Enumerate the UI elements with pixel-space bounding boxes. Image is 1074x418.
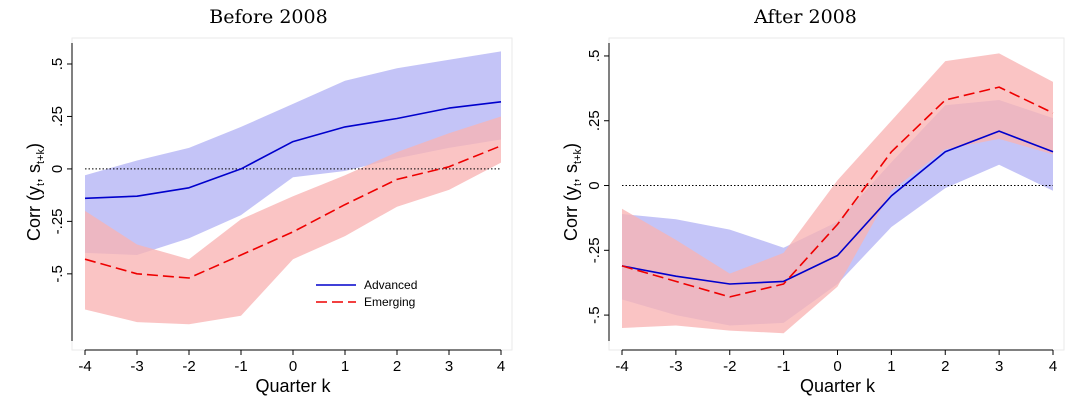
series-line-emerging [84,145,502,279]
series-line-advanced [84,101,502,200]
x-axis-title: Quarter k [255,376,331,396]
chart-title: After 2008 [754,6,857,28]
x-tick-label: 4 [497,358,505,375]
confidence-band-advanced [85,51,501,256]
x-tick-label: -1 [234,358,247,375]
y-tick-label: .5 [586,50,603,63]
y-tick-label: .25 [586,110,603,131]
x-tick-label: -3 [130,358,143,375]
x-tick-label: -4 [78,358,91,375]
y-tick-label: -.25 [586,237,603,263]
x-tick-label: -2 [723,358,736,375]
chart-panel-before-2008: Before 2008 -.5 -.25 0 .25 .5 -4 -3 -2 -1 0 1 2 3 4 Qu… [24,6,513,396]
y-tick-label: .25 [49,106,66,127]
y-axis-title: Corr (yt, st+k) [24,143,47,241]
x-tick-label: 0 [289,358,297,375]
x-tick-label: 3 [445,358,453,375]
x-tick-label: 1 [341,358,349,375]
x-tick-label: 2 [393,358,401,375]
legend-label-advanced: Advanced [364,278,417,292]
x-axis-title: Quarter k [800,376,876,396]
y-tick-label: 0 [49,165,66,173]
x-tick-label: 1 [887,358,895,375]
x-tick-label: 3 [995,358,1003,375]
x-tick-label: -2 [182,358,195,375]
x-tick-label: 2 [941,358,949,375]
x-tick-label: 4 [1049,358,1057,375]
chart-legend: Advanced Emerging [316,278,417,309]
y-tick-label: -.5 [586,306,603,324]
x-tick-label: 0 [833,358,841,375]
confidence-band-emerging [622,53,1053,334]
chart-title: Before 2008 [209,6,328,28]
x-tick-label: -1 [777,358,790,375]
chart-svg-before-2008: -.5 -.25 0 .25 .5 -4 -3 -2 -1 0 1 2 3 4 Quarter k Corr … [24,37,513,396]
y-axis-title: Corr (yt, st+k) [561,143,584,241]
x-tick-label: -4 [615,358,628,375]
y-tick-label: .5 [49,58,66,71]
y-tick-label: -.25 [49,208,66,234]
legend-label-emerging: Emerging [364,295,415,309]
confidence-band-advanced [622,100,1053,326]
chart-svg-after-2008: -.5 -.25 0 .25 .5 -4 -3 -2 -1 0 1 2 3 4 Quarter k Corr … [561,37,1065,396]
y-tick-label: -.5 [49,265,66,283]
y-tick-label: 0 [586,181,603,189]
chart-panel-after-2008: After 2008 -.5 -.25 0 .25 .5 -4 -3 -2 -1 0 1 2 3 4 Qua… [537,0,1074,418]
x-tick-label: -3 [669,358,682,375]
series-line-advanced [621,130,1054,285]
series-line-emerging [621,86,1054,298]
